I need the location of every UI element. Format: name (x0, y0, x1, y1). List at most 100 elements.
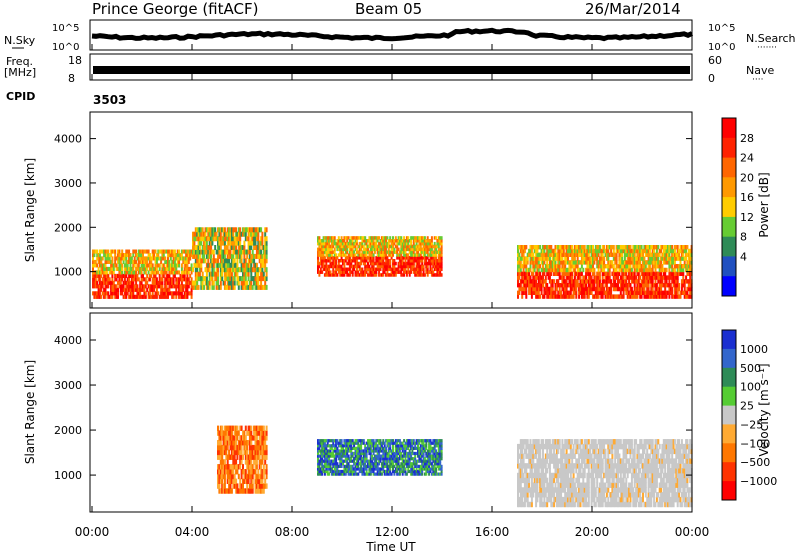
data-cell (265, 240, 268, 246)
data-cell (247, 276, 250, 282)
data-cell (376, 457, 379, 461)
data-cell (608, 264, 611, 269)
data-cell (329, 446, 332, 450)
data-cell (342, 446, 344, 450)
data-cell (330, 253, 333, 257)
data-cell (415, 244, 418, 249)
data-cell (529, 286, 532, 292)
data-cell (594, 245, 597, 250)
data-cell (230, 444, 233, 451)
data-cell (233, 459, 236, 465)
data-cell (548, 294, 551, 299)
data-cell (237, 267, 240, 273)
data-cell (414, 273, 417, 277)
data-cell (251, 284, 254, 290)
data-cell (433, 261, 436, 266)
data-cell (347, 467, 350, 471)
data-cell (547, 264, 550, 269)
data-cell (237, 430, 240, 436)
data-cell (218, 231, 221, 237)
data-cell (346, 239, 349, 243)
data-cell (371, 264, 374, 269)
data-cell (125, 259, 128, 264)
data-cell (400, 256, 403, 260)
data-cell (322, 236, 325, 240)
data-cell (193, 245, 196, 250)
data-cell (540, 279, 543, 284)
data-cell (600, 252, 603, 257)
data-cell (236, 262, 239, 268)
data-cell (425, 244, 428, 249)
data-cell (605, 256, 608, 261)
data-cell (98, 249, 101, 254)
data-cell (321, 457, 324, 461)
data-cell (133, 273, 136, 278)
data-cell (330, 462, 333, 466)
data-cell (330, 459, 333, 463)
data-cell (362, 270, 365, 274)
data-cell (628, 256, 631, 261)
data-cell (190, 270, 193, 275)
data-cell (517, 290, 519, 295)
data-cell (439, 261, 442, 266)
data-cell (418, 247, 421, 252)
data-cell (401, 267, 404, 271)
data-cell (517, 252, 519, 257)
data-cell (373, 236, 376, 240)
data-cell (169, 256, 172, 261)
data-cell (137, 277, 140, 282)
data-cell (175, 291, 178, 296)
data-cell (344, 253, 347, 257)
data-cell (187, 259, 190, 264)
data-cell (328, 270, 331, 274)
data-cell (367, 267, 369, 271)
data-cell (123, 266, 126, 271)
data-cell (571, 248, 574, 254)
data-cell (333, 464, 336, 468)
data-cell (185, 253, 188, 258)
data-cell (333, 264, 336, 269)
data-cell (264, 227, 267, 233)
data-cell (628, 248, 631, 254)
data-cell (375, 439, 378, 443)
data-cell (153, 294, 156, 299)
data-cell (135, 280, 138, 285)
data-cell (625, 264, 628, 269)
data-cell (598, 290, 601, 295)
data-cell (353, 472, 356, 476)
data-cell (421, 273, 424, 277)
data-cell (340, 464, 343, 468)
data-cell (385, 241, 388, 246)
data-cell (212, 231, 215, 237)
data-cell (594, 252, 597, 257)
data-cell (328, 239, 331, 243)
data-cell (262, 454, 265, 460)
data-cell (228, 478, 231, 484)
data-cell (532, 252, 535, 257)
data-cell (248, 267, 251, 273)
data-cell (233, 280, 236, 286)
data-cell (418, 267, 421, 271)
data-cell (551, 248, 554, 254)
data-cell (183, 273, 186, 278)
data-cell (565, 245, 568, 250)
data-cell (568, 283, 571, 288)
data-cell (608, 279, 611, 284)
data-cell (346, 267, 349, 271)
data-cell (543, 290, 546, 295)
data-cell (619, 264, 622, 269)
data-cell (150, 259, 153, 264)
data-cell (367, 446, 369, 450)
data-cell (93, 277, 96, 282)
data-cell (355, 439, 358, 443)
data-cell (675, 245, 678, 250)
data-cell (253, 449, 256, 456)
data-cell (686, 286, 689, 292)
data-cell (657, 245, 660, 250)
data-cell (317, 267, 319, 271)
data-cell (372, 469, 375, 474)
data-cell (182, 284, 185, 289)
data-cell (123, 294, 126, 299)
data-cell (419, 256, 422, 260)
data-cell (360, 444, 363, 448)
